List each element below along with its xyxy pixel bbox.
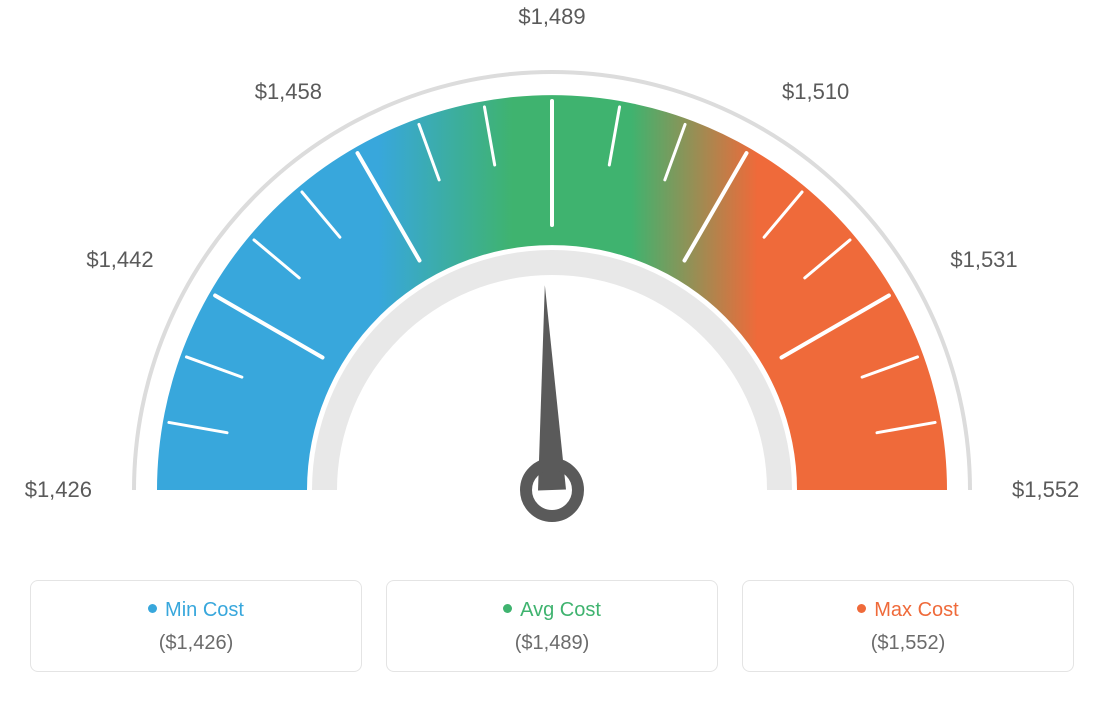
gauge-tick-label: $1,552 xyxy=(1012,477,1079,503)
legend-card-min: Min Cost ($1,426) xyxy=(30,580,362,672)
chart-container: $1,426$1,442$1,458$1,489$1,510$1,531$1,5… xyxy=(30,30,1074,672)
legend-value-max: ($1,552) xyxy=(753,632,1063,655)
gauge-tick-label: $1,426 xyxy=(25,477,92,503)
legend-row: Min Cost ($1,426) Avg Cost ($1,489) Max … xyxy=(30,580,1074,672)
gauge: $1,426$1,442$1,458$1,489$1,510$1,531$1,5… xyxy=(30,30,1074,550)
gauge-tick-label: $1,510 xyxy=(782,79,849,105)
legend-card-max: Max Cost ($1,552) xyxy=(742,580,1074,672)
legend-value-avg: ($1,489) xyxy=(397,632,707,655)
legend-label-avg: Avg Cost xyxy=(520,599,601,621)
legend-title-avg: Avg Cost xyxy=(397,599,707,622)
legend-title-max: Max Cost xyxy=(753,599,1063,622)
legend-label-min: Min Cost xyxy=(165,599,244,621)
legend-card-avg: Avg Cost ($1,489) xyxy=(386,580,718,672)
gauge-tick-label: $1,458 xyxy=(255,79,322,105)
gauge-tick-label: $1,489 xyxy=(518,4,585,30)
dot-icon xyxy=(148,604,157,613)
gauge-tick-label: $1,442 xyxy=(86,247,153,273)
dot-icon xyxy=(503,604,512,613)
legend-value-min: ($1,426) xyxy=(41,632,351,655)
legend-label-max: Max Cost xyxy=(874,599,958,621)
dot-icon xyxy=(857,604,866,613)
gauge-svg xyxy=(30,30,1074,550)
legend-title-min: Min Cost xyxy=(41,599,351,622)
gauge-tick-label: $1,531 xyxy=(950,247,1017,273)
